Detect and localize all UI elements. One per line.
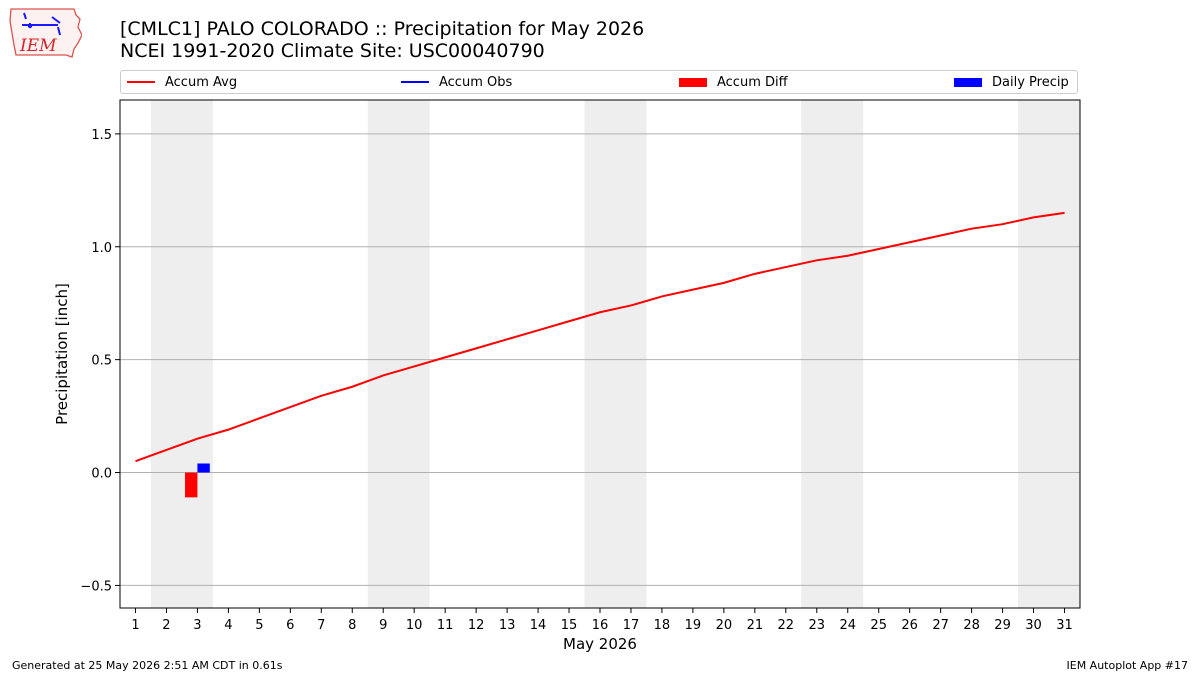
legend-swatch-accum-avg — [127, 81, 155, 83]
iowa-outline-icon — [9, 8, 82, 58]
legend-item-accum-avg: Accum Avg — [127, 71, 237, 93]
x-tick-label-16: 17 — [623, 618, 640, 633]
legend-label-accum-avg: Accum Avg — [165, 74, 238, 90]
plot-frame — [119, 99, 1081, 609]
weather-glyph-icon — [22, 12, 61, 36]
x-tick-label-30: 31 — [1056, 618, 1073, 633]
iem-logo: IEM — [9, 8, 82, 58]
logo-text: IEM — [19, 36, 57, 56]
x-tick-label-24: 25 — [870, 618, 887, 633]
x-tick-label-23: 24 — [839, 618, 856, 633]
weekend-band-4 — [1018, 100, 1080, 608]
bar-daily-precip-0 — [197, 463, 210, 473]
weekend-band-3 — [801, 100, 864, 608]
legend-item-daily-precip: Daily Precip — [954, 71, 1069, 93]
x-tick-label-15: 16 — [592, 618, 609, 633]
x-tick-label-6: 7 — [317, 618, 325, 633]
x-tick-label-13: 14 — [530, 618, 547, 633]
footer-generated: Generated at 25 May 2026 2:51 AM CDT in … — [12, 659, 283, 672]
x-tick-label-12: 13 — [499, 618, 516, 633]
legend-swatch-daily-precip — [954, 77, 982, 87]
legend-label-daily-precip: Daily Precip — [992, 74, 1069, 90]
x-axis-label: May 2026 — [563, 635, 637, 653]
x-tick-label-10: 11 — [437, 618, 454, 633]
y-tick-label-4: 1.5 — [91, 128, 112, 143]
legend-label-accum-diff: Accum Diff — [717, 74, 788, 90]
accum-avg-line — [135, 211, 1065, 463]
x-tick-label-21: 22 — [778, 618, 795, 633]
x-tick-label-1: 2 — [162, 618, 170, 633]
grid-lines — [120, 133, 1080, 586]
legend-item-accum-obs: Accum Obs — [401, 71, 512, 93]
x-tick-label-18: 19 — [685, 618, 702, 633]
x-tick-label-4: 5 — [255, 618, 263, 633]
x-tick-label-9: 10 — [406, 618, 423, 633]
footer-app: IEM Autoplot App #17 — [1066, 659, 1189, 672]
x-tick-label-22: 23 — [809, 618, 826, 633]
x-tick-label-8: 9 — [379, 618, 387, 633]
y-tick-label-3: 1.0 — [91, 241, 112, 256]
x-tick-label-5: 6 — [286, 618, 294, 633]
bar-accum-diff-0 — [185, 472, 198, 498]
legend-item-accum-diff: Accum Diff — [679, 71, 788, 93]
y-tick-label-1: 0.0 — [91, 467, 112, 482]
weekend-band-2 — [584, 100, 647, 608]
legend-swatch-accum-obs — [401, 81, 429, 83]
weekend-shading — [150, 100, 1080, 608]
series-line-accum-avg — [135, 211, 1065, 463]
chart-subtitle: NCEI 1991-2020 Climate Site: USC00040790 — [120, 40, 545, 62]
weekend-band-0 — [150, 100, 213, 608]
x-axis-ticks: 1 2 3 4 5 6 7 8 9 10 11 12 13 14 15 16 17 18 19 20 21 22 23 24 2… — [131, 608, 1073, 633]
x-tick-label-14: 15 — [561, 618, 578, 633]
x-tick-label-17: 18 — [654, 618, 671, 633]
y-axis-label: Precipitation [inch] — [53, 283, 71, 425]
x-tick-label-11: 12 — [468, 618, 485, 633]
x-tick-label-27: 28 — [963, 618, 980, 633]
x-tick-label-7: 8 — [348, 618, 356, 633]
y-axis-ticks: −0.5 0.0 0.5 1.0 1.5 — [80, 128, 120, 594]
x-tick-label-29: 30 — [1025, 618, 1042, 633]
x-tick-label-28: 29 — [994, 618, 1011, 633]
legend-swatch-accum-diff — [679, 77, 707, 87]
x-tick-label-0: 1 — [131, 618, 139, 633]
x-tick-label-3: 4 — [224, 618, 232, 633]
x-tick-label-20: 21 — [747, 618, 764, 633]
x-tick-label-25: 26 — [901, 618, 918, 633]
y-tick-label-2: 0.5 — [91, 354, 112, 369]
weekend-band-1 — [367, 100, 430, 608]
chart-title: [CMLC1] PALO COLORADO :: Precipitation f… — [120, 18, 645, 40]
chart-legend: Accum Avg Accum Obs Accum Diff Daily Pre… — [120, 70, 1078, 94]
x-tick-label-19: 20 — [716, 618, 733, 633]
legend-label-accum-obs: Accum Obs — [439, 74, 513, 90]
x-tick-label-2: 3 — [193, 618, 201, 633]
x-tick-label-26: 27 — [932, 618, 949, 633]
bars — [185, 463, 210, 498]
y-tick-label-0: −0.5 — [80, 579, 112, 594]
